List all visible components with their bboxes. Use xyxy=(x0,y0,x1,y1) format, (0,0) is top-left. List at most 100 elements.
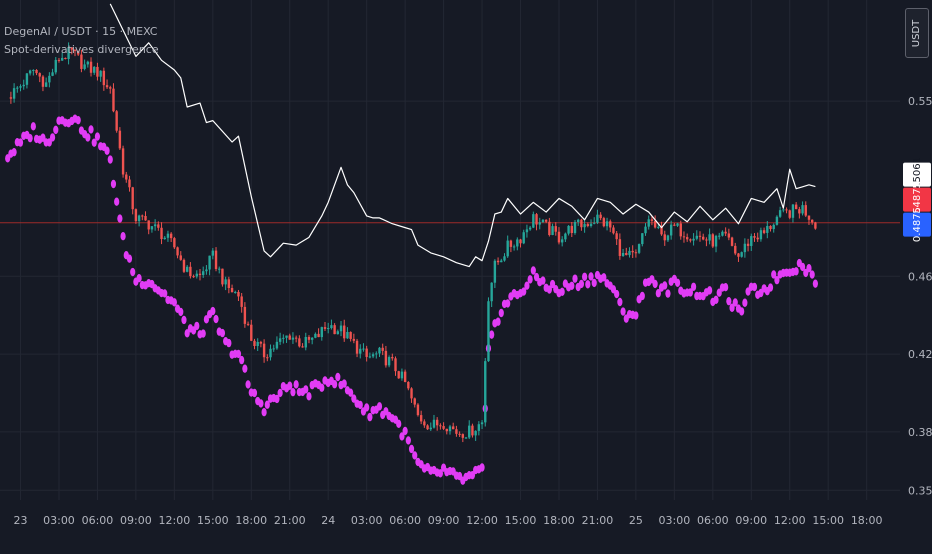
divergence-dot xyxy=(582,272,588,281)
candle-body xyxy=(57,59,61,61)
x-tick-label: 18:00 xyxy=(543,514,575,527)
candle-body xyxy=(676,223,679,226)
candle-body xyxy=(118,130,122,149)
divergence-dot xyxy=(739,307,745,316)
candle-body xyxy=(474,430,477,436)
divergence-dot xyxy=(633,311,639,320)
candle-body xyxy=(73,49,77,51)
candle-body xyxy=(266,357,269,359)
price-axis[interactable]: 0.5500 0.4600 0.4200 0.3800 0.3500 xyxy=(908,95,932,497)
candle-body xyxy=(176,247,179,256)
candle-body xyxy=(544,219,548,222)
divergence-dot xyxy=(85,133,91,142)
candle-body xyxy=(384,350,388,366)
candle-body xyxy=(791,204,795,218)
divergence-dot xyxy=(662,281,668,290)
symbol-legend[interactable]: DegenAI / USDT · 15 · MEXC xyxy=(4,25,158,38)
candle-body xyxy=(743,243,747,253)
candle-body xyxy=(179,255,182,260)
time-axis[interactable]: 23 03:00 06:00 09:00 12:00 15:00 18:00 21:00 24 0… xyxy=(14,514,883,527)
divergence-dot xyxy=(408,444,415,454)
divergence-dot xyxy=(30,122,36,131)
divergence-dot xyxy=(367,412,373,422)
candle-body xyxy=(205,269,208,272)
candle-body xyxy=(371,354,375,357)
candle-body xyxy=(352,338,356,341)
candle-body xyxy=(317,333,320,338)
divergence-dot xyxy=(614,289,620,299)
candle-body xyxy=(400,371,404,379)
currency-label: USDT xyxy=(911,19,923,47)
divergence-dot xyxy=(578,279,585,289)
divergence-dot xyxy=(53,125,59,135)
candle-body xyxy=(522,232,525,244)
candle-body xyxy=(227,279,231,288)
indicator-legend[interactable]: Spot-derivatives divergence xyxy=(4,43,159,56)
candle-body xyxy=(320,327,323,338)
divergence-dot xyxy=(306,392,312,401)
candle-body xyxy=(99,70,102,77)
divergence-dot xyxy=(293,380,299,389)
candle-body xyxy=(455,429,458,434)
candle-body xyxy=(25,73,29,85)
candle-body xyxy=(41,76,45,87)
candle-body xyxy=(448,426,452,432)
divergence-dot xyxy=(620,307,626,316)
candle-body xyxy=(484,361,487,423)
candle-body xyxy=(516,239,519,247)
divergence-dot xyxy=(399,432,405,441)
divergence-dot xyxy=(726,296,732,306)
candle-body xyxy=(506,240,509,257)
candle-body xyxy=(759,230,763,240)
divergence-dots xyxy=(5,114,818,485)
divergence-dot xyxy=(219,328,226,338)
divergence-dot xyxy=(729,303,735,312)
divergence-dot xyxy=(437,469,443,478)
candle-body xyxy=(560,239,564,243)
divergence-dot xyxy=(530,266,536,275)
candle-body xyxy=(615,233,618,240)
divergence-dot xyxy=(46,138,52,147)
x-tick-label: 15:00 xyxy=(197,514,229,527)
candle-body xyxy=(19,86,22,88)
candle-body xyxy=(621,252,625,256)
candle-body xyxy=(169,233,173,239)
candle-body xyxy=(355,340,359,354)
candle-body xyxy=(282,337,285,339)
candle-body xyxy=(519,239,522,244)
candle-body xyxy=(54,59,57,73)
candle-body xyxy=(67,47,70,60)
divergence-dot xyxy=(521,287,527,296)
divergence-dot xyxy=(351,394,357,403)
candle-body xyxy=(307,336,311,340)
candle-body xyxy=(365,348,368,357)
candle-body xyxy=(471,425,474,436)
divergence-dot xyxy=(258,399,264,408)
candle-body xyxy=(798,209,801,214)
candle-body xyxy=(612,227,615,234)
divergence-dot xyxy=(11,147,17,157)
x-tick-label: 25 xyxy=(629,514,643,527)
candle-body xyxy=(150,226,154,230)
candle-body xyxy=(445,428,448,432)
divergence-dot xyxy=(707,286,713,295)
candle-body xyxy=(378,347,381,354)
candle-body xyxy=(173,238,176,248)
candle-body xyxy=(583,224,586,228)
candle-body xyxy=(198,273,202,275)
candle-body xyxy=(259,341,263,344)
divergence-dot xyxy=(319,383,325,392)
candle-body xyxy=(769,225,772,230)
candle-body xyxy=(490,282,493,302)
candle-body xyxy=(410,388,413,399)
divergence-dot xyxy=(723,283,729,292)
candle-body xyxy=(605,221,609,227)
candle-body xyxy=(554,226,557,232)
divergence-dot xyxy=(771,270,777,279)
candle-body xyxy=(77,50,80,55)
currency-button[interactable]: USDT xyxy=(905,8,929,58)
divergence-dot xyxy=(774,275,780,285)
candle-body xyxy=(535,214,538,225)
